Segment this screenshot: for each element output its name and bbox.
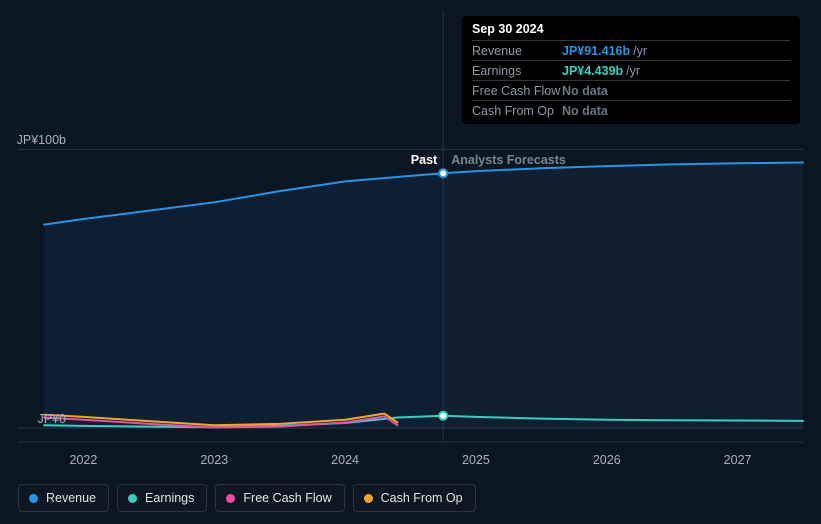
tooltip-row: Cash From OpNo data xyxy=(472,100,790,120)
legend: Revenue Earnings Free Cash Flow Cash From O… xyxy=(18,484,476,512)
tooltip-row: Free Cash FlowNo data xyxy=(472,80,790,100)
x-tick-label: 2024 xyxy=(331,453,359,467)
forecast-area xyxy=(443,162,803,428)
x-tick-label: 2023 xyxy=(200,453,228,467)
y-tick-label: JP¥100b xyxy=(0,133,66,147)
marker-earnings xyxy=(439,412,447,420)
x-tick-label: 2026 xyxy=(593,453,621,467)
x-tick-label: 2022 xyxy=(70,453,98,467)
tooltip-row-value: JP¥91.416b xyxy=(562,43,630,59)
legend-item-fcf[interactable]: Free Cash Flow xyxy=(215,484,344,512)
legend-item-earnings[interactable]: Earnings xyxy=(117,484,207,512)
tooltip-row: EarningsJP¥4.439b/yr xyxy=(472,60,790,80)
legend-swatch xyxy=(364,494,373,503)
tooltip-row-value: No data xyxy=(562,83,608,99)
tooltip-title: Sep 30 2024 xyxy=(472,22,790,40)
tooltip-row: RevenueJP¥91.416b/yr xyxy=(472,40,790,60)
tooltip-row-label: Earnings xyxy=(472,63,562,79)
y-tick-label: JP¥0 xyxy=(0,412,66,426)
legend-label: Free Cash Flow xyxy=(243,491,331,505)
tooltip-row-unit: /yr xyxy=(626,63,640,79)
tooltip-row-value: JP¥4.439b xyxy=(562,63,623,79)
legend-item-revenue[interactable]: Revenue xyxy=(18,484,109,512)
legend-swatch xyxy=(226,494,235,503)
legend-swatch xyxy=(29,494,38,503)
forecast-label: Analysts Forecasts xyxy=(451,153,566,167)
legend-label: Cash From Op xyxy=(381,491,463,505)
tooltip-row-label: Cash From Op xyxy=(472,103,562,119)
tooltip-row-label: Revenue xyxy=(472,43,562,59)
x-tick-label: 2025 xyxy=(462,453,490,467)
x-tick-label: 2027 xyxy=(724,453,752,467)
tooltip-row-value: No data xyxy=(562,103,608,119)
data-tooltip: Sep 30 2024 RevenueJP¥91.416b/yrEarnings… xyxy=(462,16,800,124)
tooltip-row-unit: /yr xyxy=(633,43,647,59)
legend-swatch xyxy=(128,494,137,503)
tooltip-row-label: Free Cash Flow xyxy=(472,83,562,99)
marker-revenue xyxy=(439,169,447,177)
chart-root: JP¥0 JP¥100b 2022 2023 2024 2025 2026 2027 Pas… xyxy=(0,0,821,524)
legend-label: Revenue xyxy=(46,491,96,505)
past-label: Past xyxy=(383,153,437,167)
legend-item-cfo[interactable]: Cash From Op xyxy=(353,484,476,512)
legend-label: Earnings xyxy=(145,491,194,505)
